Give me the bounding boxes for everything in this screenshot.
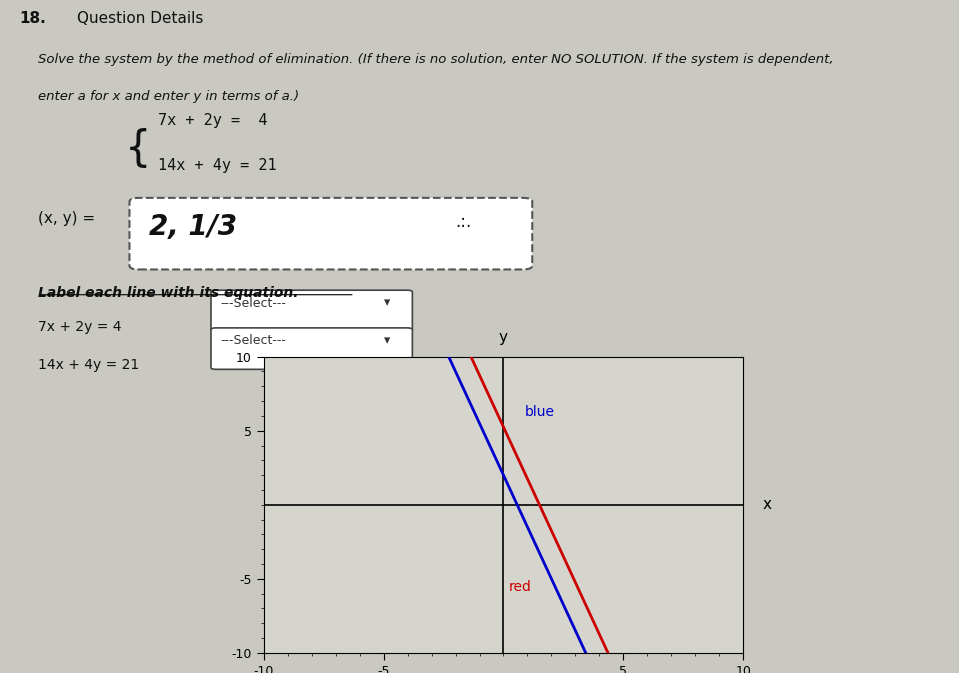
Text: 2, 1/3: 2, 1/3 xyxy=(149,213,237,241)
Text: 7x + 2y = 4: 7x + 2y = 4 xyxy=(38,320,122,334)
Text: x: x xyxy=(762,497,771,512)
Text: enter a for x and enter y in terms of a.): enter a for x and enter y in terms of a.… xyxy=(38,90,299,104)
Text: ---Select---: ---Select--- xyxy=(221,334,287,347)
Text: Solve the system by the method of elimination. (If there is no solution, enter N: Solve the system by the method of elimin… xyxy=(38,52,834,66)
Text: ---Select---: ---Select--- xyxy=(221,297,287,310)
Text: 14x + 4y = 21: 14x + 4y = 21 xyxy=(38,358,140,372)
Text: blue: blue xyxy=(526,405,555,419)
Text: .:.: .:. xyxy=(456,213,472,231)
FancyBboxPatch shape xyxy=(129,198,532,269)
Text: 18.: 18. xyxy=(19,11,46,26)
Text: red: red xyxy=(508,579,531,594)
Text: ▾: ▾ xyxy=(384,334,390,347)
FancyBboxPatch shape xyxy=(211,290,412,332)
Text: 14x + 4y = 21: 14x + 4y = 21 xyxy=(158,158,277,173)
Text: (x, y) =: (x, y) = xyxy=(38,211,96,226)
Text: {: { xyxy=(125,128,152,170)
Text: y: y xyxy=(499,330,508,345)
Text: Question Details: Question Details xyxy=(77,11,203,26)
FancyBboxPatch shape xyxy=(211,328,412,369)
Text: Label each line with its equation.: Label each line with its equation. xyxy=(38,287,299,300)
Text: ▾: ▾ xyxy=(384,297,390,310)
Text: 7x + 2y =  4: 7x + 2y = 4 xyxy=(158,113,268,128)
